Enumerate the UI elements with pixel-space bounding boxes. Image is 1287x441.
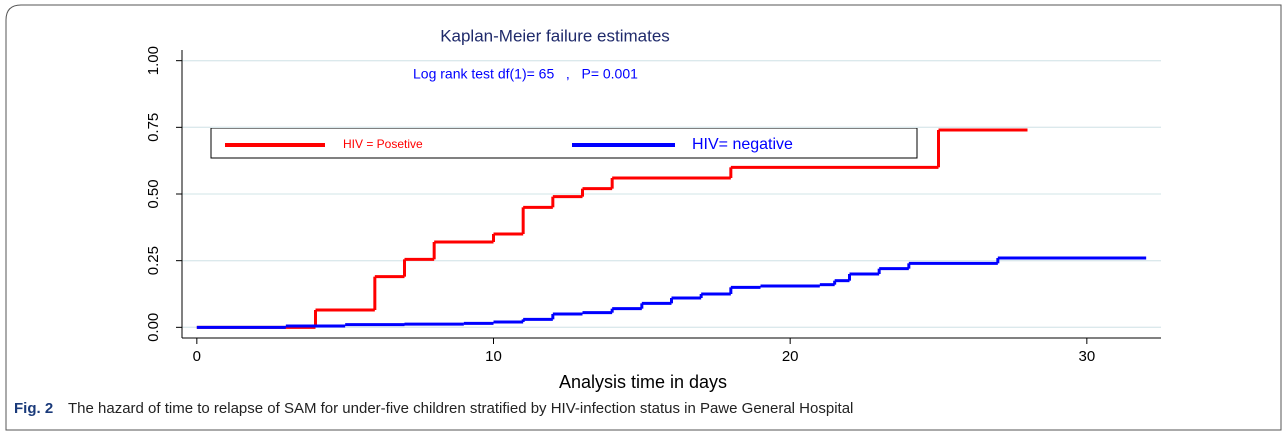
y-tick-label: 0.50 (145, 179, 162, 208)
legend-label: HIV= negative (692, 136, 793, 153)
y-tick-label: 0.00 (145, 313, 162, 342)
figure-label: Fig. 2 (14, 400, 53, 417)
y-tick-label: 0.25 (145, 246, 162, 275)
legend-label: HIV = Posetive (343, 137, 423, 151)
annotation: Log rank test df(1)= 65 , P= 0.001 (413, 66, 638, 82)
x-tick-label: 30 (1078, 348, 1095, 365)
x-tick-label: 20 (782, 348, 799, 365)
caption: The hazard of time to relapse of SAM for… (68, 400, 853, 417)
y-tick-label: 0.75 (145, 113, 162, 142)
figure-frame (5, 4, 1282, 431)
y-tick-label: 1.00 (145, 46, 162, 75)
x-tick-label: 0 (193, 348, 201, 365)
chart-title: Kaplan-Meier failure estimates (440, 26, 670, 45)
x-tick-label: 10 (485, 348, 502, 365)
x-axis-label: Analysis time in days (559, 372, 727, 392)
legend-box (210, 127, 918, 159)
